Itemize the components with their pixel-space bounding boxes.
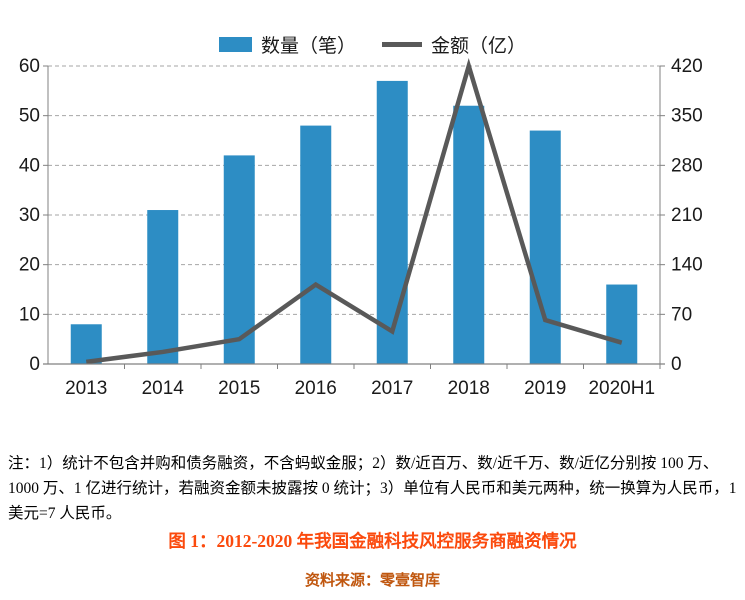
x-axis-label: 2013 <box>65 378 107 399</box>
figure-notes: 注：1）统计不包含并购和债务融资，不含蚂蚁金服；2）数/近百万、数/近千万、数/… <box>8 455 737 523</box>
legend-item-amount: 金额（亿） <box>382 31 526 58</box>
left-axis-tick-label: 10 <box>19 304 40 325</box>
legend-label-amount: 金额（亿） <box>431 36 527 57</box>
x-axis-label: 2018 <box>448 378 490 399</box>
right-axis-tick-label: 420 <box>671 56 703 77</box>
line-series-swatch-icon <box>382 42 422 47</box>
bar-series-swatch-icon <box>218 37 252 52</box>
combo-chart: 0 10 20 30 40 50 60 0 70 140 210 280 350 420 2013 2014 2… <box>19 56 703 399</box>
x-axis-label: 2016 <box>295 378 337 399</box>
bar-2013 <box>70 324 102 364</box>
legend-label-count: 数量（笔） <box>260 36 356 57</box>
right-axis-tick-label: 280 <box>671 155 703 176</box>
bar-2016 <box>300 125 332 364</box>
left-axis-tick-label: 20 <box>19 255 40 276</box>
right-axis-tick-label: 350 <box>671 106 703 127</box>
bar-2018 <box>453 105 485 364</box>
left-axis-tick-label: 60 <box>19 56 40 77</box>
figure-caption: 图 1：2012-2020 年我国金融科技风控服务商融资情况 <box>168 531 577 551</box>
bar-2020H1 <box>606 284 638 364</box>
left-axis-tick-label: 0 <box>29 354 40 375</box>
amount-line <box>85 58 623 365</box>
x-axis-label: 2015 <box>218 378 260 399</box>
figure-source: 资料来源：零壹智库 <box>304 573 440 589</box>
x-axis-label: 2014 <box>142 378 185 399</box>
left-axis-tick-label: 30 <box>19 205 40 226</box>
right-axis-tick-label: 140 <box>671 255 703 276</box>
right-axis-tick-label: 210 <box>671 205 703 226</box>
left-axis-tick-label: 50 <box>19 106 40 127</box>
left-axis-tick-label: 40 <box>19 155 40 176</box>
right-axis-tick-label: 0 <box>671 354 682 375</box>
bar-2019 <box>529 130 561 364</box>
bar-2014 <box>147 210 179 364</box>
chart-legend: 数量（笔） 金额（亿） <box>0 31 745 58</box>
x-axis-label: 2019 <box>524 378 566 399</box>
bar-2017 <box>376 80 408 365</box>
x-axis-label: 2020H1 <box>588 378 655 399</box>
right-axis-tick-label: 70 <box>671 304 692 325</box>
legend-item-count: 数量（笔） <box>218 31 356 58</box>
x-axis-label: 2017 <box>371 378 413 399</box>
